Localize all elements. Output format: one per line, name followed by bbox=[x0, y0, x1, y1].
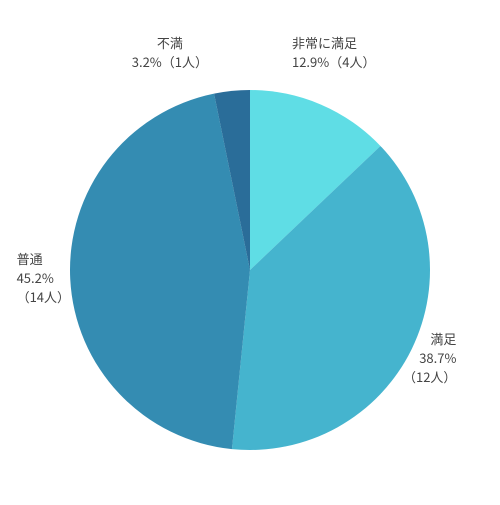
label-neutral-name: 普通 bbox=[17, 249, 43, 268]
label-satisfied-name: 満足 bbox=[430, 329, 456, 348]
label-dissatisfied: 不満 3.2%（1人） bbox=[132, 34, 208, 72]
slice-neutral bbox=[70, 94, 250, 449]
pie-svg bbox=[0, 0, 500, 500]
label-very-satisfied: 非常に満足 12.9%（4人） bbox=[292, 34, 375, 72]
label-neutral: 普通 45.2% （14人） bbox=[17, 250, 70, 307]
label-neutral-count: （14人） bbox=[17, 287, 70, 306]
label-satisfied: 満足 38.7% （12人） bbox=[403, 330, 456, 387]
label-neutral-value: 45.2% bbox=[17, 268, 54, 287]
label-satisfied-count: （12人） bbox=[403, 367, 456, 386]
label-very-satisfied-name: 非常に満足 bbox=[292, 33, 357, 52]
label-satisfied-value: 38.7% bbox=[419, 348, 456, 367]
pie-chart: 非常に満足 12.9%（4人） 不満 3.2%（1人） 満足 38.7% （12… bbox=[0, 0, 500, 500]
label-very-satisfied-value: 12.9%（4人） bbox=[292, 52, 375, 71]
label-dissatisfied-value: 3.2%（1人） bbox=[132, 52, 208, 71]
label-dissatisfied-name: 不満 bbox=[157, 33, 183, 52]
